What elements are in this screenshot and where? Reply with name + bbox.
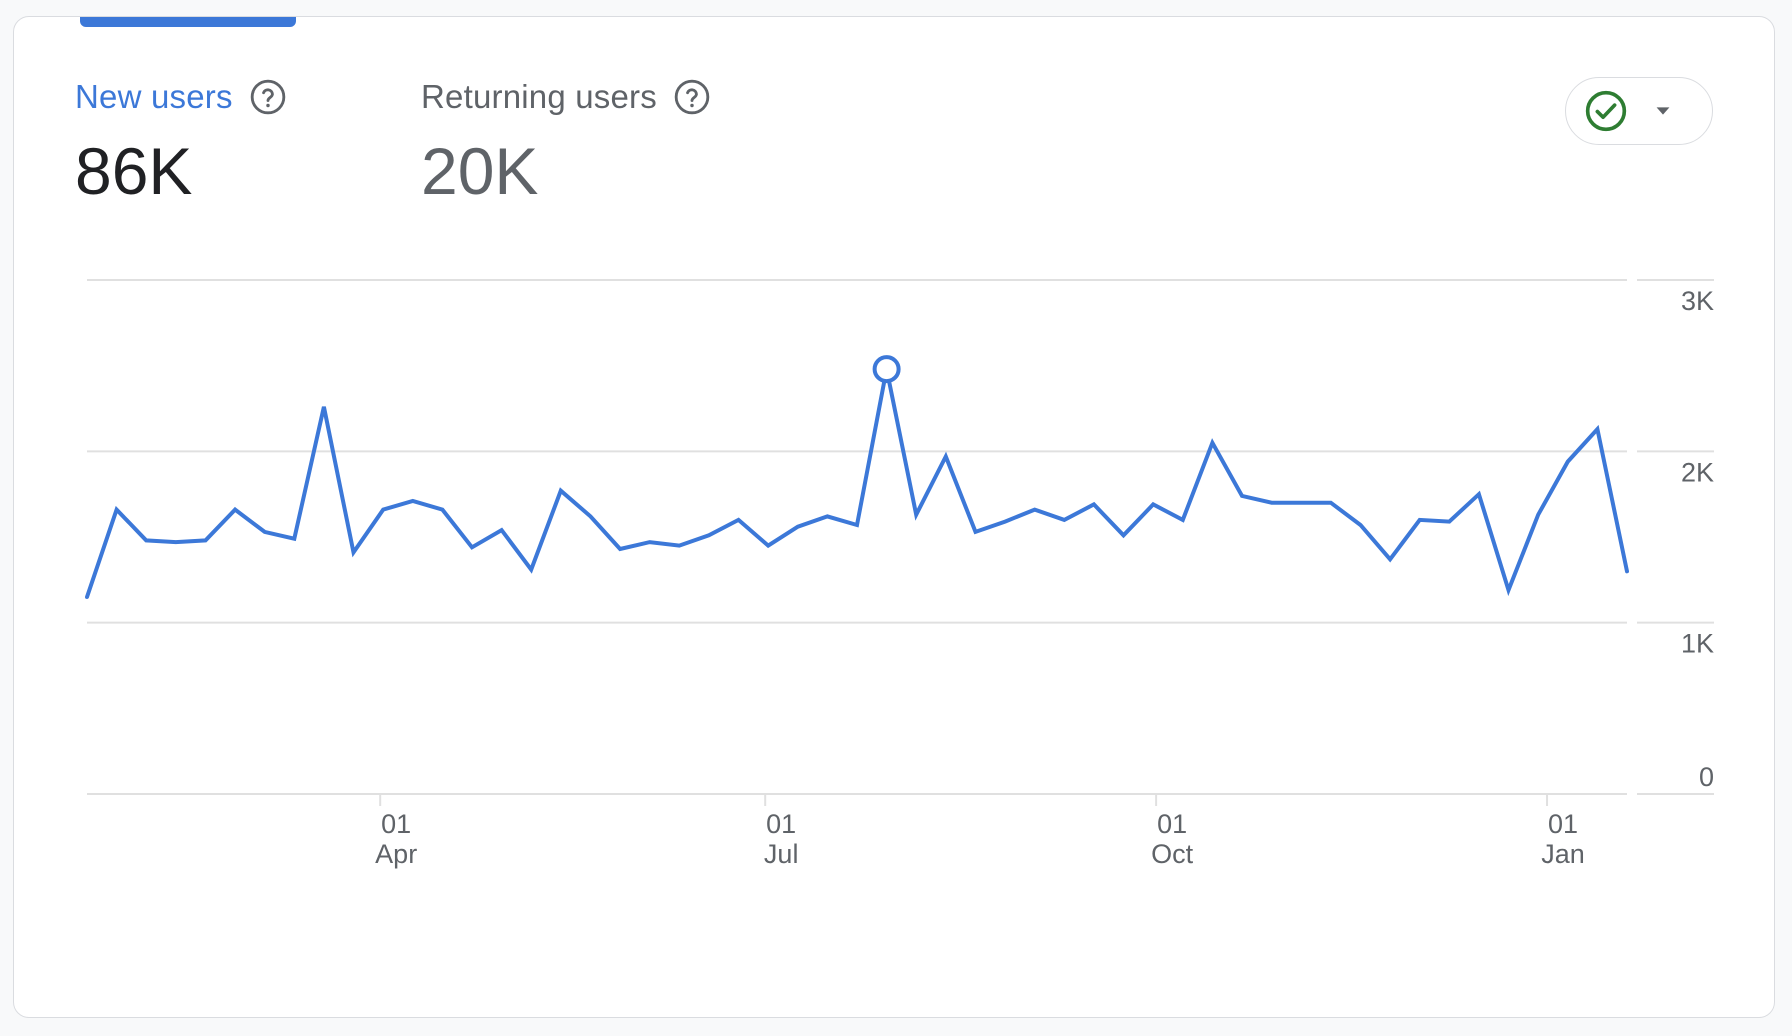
metric-tab-returning-users[interactable]: Returning users 20K (421, 73, 711, 207)
highlight-point (872, 355, 901, 384)
check-circle-icon (1585, 90, 1627, 132)
x-tick-label-day: 01 (766, 809, 796, 839)
metric-tab-new-users[interactable]: New users 86K (75, 73, 287, 207)
metric-value: 20K (421, 134, 539, 208)
x-tick-label-month: Apr (375, 839, 417, 869)
x-tick-label-day: 01 (381, 809, 411, 839)
x-tick-label-day: 01 (1548, 809, 1578, 839)
y-tick-label: 1K (1681, 629, 1714, 659)
caret-down-icon (1656, 107, 1670, 115)
help-circle-icon[interactable] (673, 78, 711, 116)
series-line (85, 368, 1629, 599)
help-circle-icon[interactable] (249, 78, 287, 116)
users-card: New users 86K Returning users 20K (13, 16, 1775, 1018)
metric-label: New users (75, 78, 233, 115)
metric-value: 86K (75, 134, 193, 208)
active-tab-indicator (80, 17, 296, 27)
y-tick-label: 3K (1681, 286, 1714, 316)
y-tick-label: 2K (1681, 457, 1714, 487)
x-tick-label-day: 01 (1157, 809, 1187, 839)
x-tick-label-month: Jan (1541, 839, 1585, 869)
status-dropdown-button[interactable] (1565, 77, 1713, 145)
metric-label: Returning users (421, 78, 657, 115)
y-tick-label: 0 (1699, 762, 1714, 792)
x-tick-label-month: Oct (1151, 839, 1194, 869)
x-tick-label-month: Jul (764, 839, 799, 869)
